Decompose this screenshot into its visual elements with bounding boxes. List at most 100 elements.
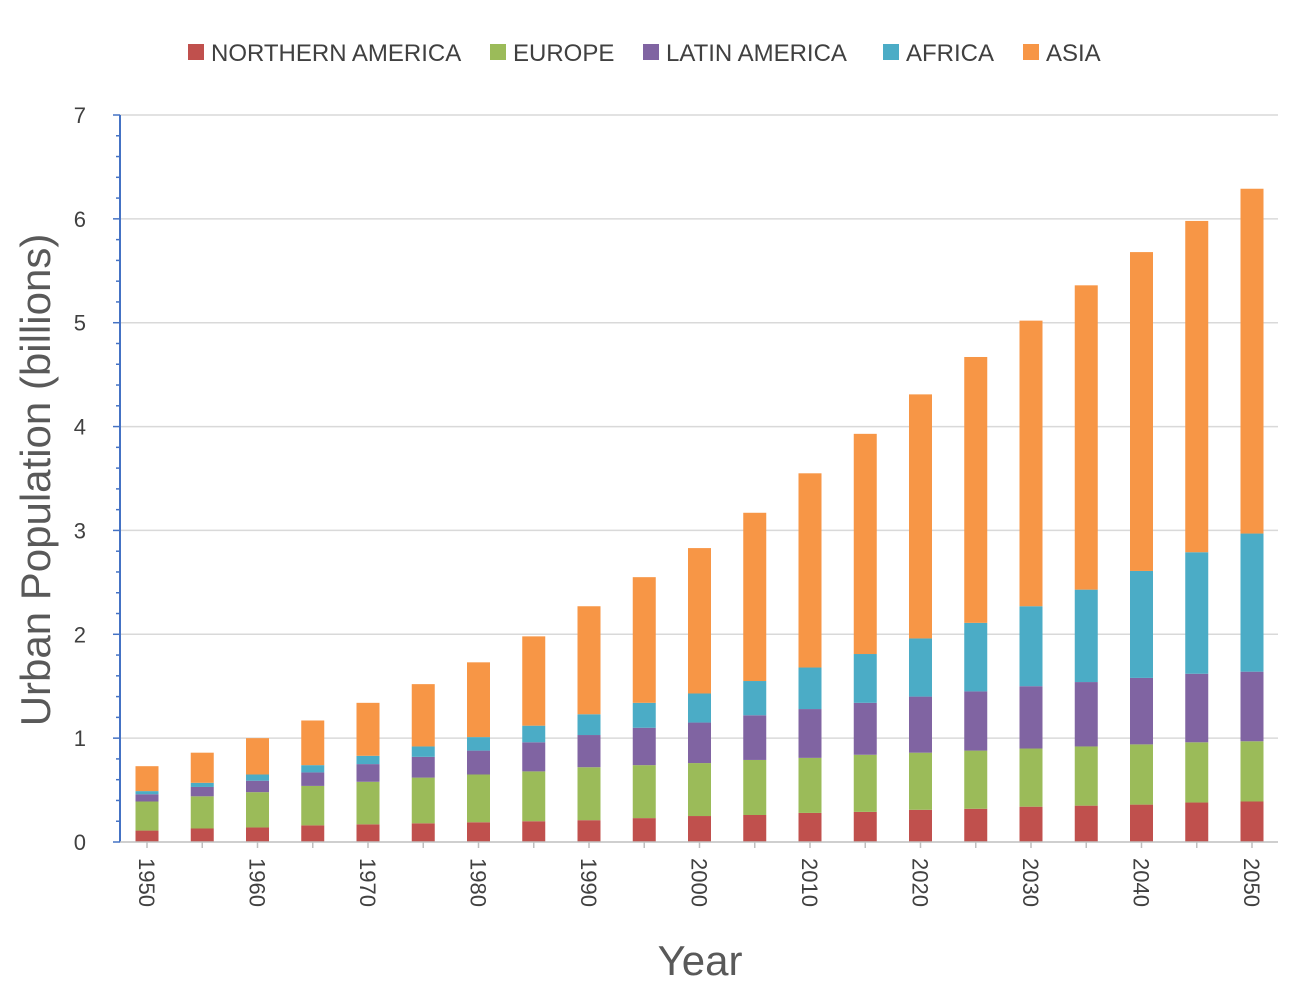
bar-stack-2050 bbox=[1240, 188, 1264, 842]
bar-northern-america-1975 bbox=[411, 823, 435, 842]
bar-europe-1955 bbox=[190, 796, 214, 829]
bar-stack-1980 bbox=[467, 662, 490, 842]
bar-africa-2020 bbox=[909, 638, 932, 697]
bar-latin-america-2020 bbox=[909, 696, 932, 753]
bar-latin-america-2030 bbox=[1019, 686, 1043, 749]
legend-label: NORTHERN AMERICA bbox=[211, 40, 461, 67]
bar-stack-1990 bbox=[577, 606, 601, 842]
bar-northern-america-1960 bbox=[246, 827, 269, 842]
bar-northern-america-1985 bbox=[522, 821, 546, 842]
bar-northern-america-1990 bbox=[577, 820, 601, 842]
bar-europe-1965 bbox=[301, 785, 325, 826]
bar-europe-2025 bbox=[964, 750, 988, 809]
bar-europe-2030 bbox=[1019, 748, 1043, 807]
x-axis-title: Year bbox=[658, 937, 743, 984]
bar-stack-1975 bbox=[411, 684, 435, 842]
bar-stack-1955 bbox=[190, 752, 214, 842]
bar-northern-america-2000 bbox=[688, 816, 711, 842]
bar-asia-1985 bbox=[522, 636, 546, 726]
bar-asia-2005 bbox=[743, 512, 767, 682]
bar-latin-america-2045 bbox=[1185, 673, 1209, 743]
bar-stack-1950 bbox=[135, 766, 159, 842]
bar-northern-america-2030 bbox=[1019, 806, 1043, 842]
bar-asia-1995 bbox=[632, 577, 656, 703]
bar-northern-america-2010 bbox=[798, 812, 822, 842]
bar-africa-2000 bbox=[688, 693, 711, 723]
y-tick-label: 0 bbox=[74, 830, 86, 855]
bar-stack-2025 bbox=[964, 356, 988, 842]
bar-latin-america-1970 bbox=[356, 764, 380, 782]
legend-item-latin-america: LATIN AMERICA bbox=[643, 40, 847, 67]
bar-asia-2040 bbox=[1130, 252, 1153, 571]
bar-latin-america-1985 bbox=[522, 742, 546, 772]
legend-label: EUROPE bbox=[513, 40, 614, 67]
bar-asia-2000 bbox=[688, 548, 711, 694]
x-tick-label: 2050 bbox=[1239, 858, 1264, 907]
bar-latin-america-1975 bbox=[411, 756, 435, 778]
bar-latin-america-1960 bbox=[246, 780, 269, 793]
bar-africa-1985 bbox=[522, 725, 546, 743]
bar-asia-2035 bbox=[1074, 285, 1098, 590]
bar-latin-america-1955 bbox=[190, 786, 214, 797]
x-tick-label: 1950 bbox=[134, 858, 159, 907]
bar-europe-1980 bbox=[467, 774, 490, 823]
bar-europe-2010 bbox=[798, 757, 822, 813]
x-tick-label: 1960 bbox=[245, 858, 270, 907]
legend-swatch bbox=[188, 44, 204, 60]
bar-europe-2045 bbox=[1185, 742, 1209, 803]
y-tick-label: 1 bbox=[74, 726, 86, 751]
bar-asia-1980 bbox=[467, 662, 490, 738]
bar-asia-2030 bbox=[1019, 320, 1043, 607]
x-tick-label: 2000 bbox=[687, 858, 712, 907]
bar-asia-1960 bbox=[246, 738, 269, 775]
bar-asia-2015 bbox=[853, 433, 877, 655]
bar-latin-america-1965 bbox=[301, 772, 325, 786]
bar-latin-america-2040 bbox=[1130, 677, 1153, 745]
bar-africa-1950 bbox=[135, 791, 159, 795]
bar-northern-america-1995 bbox=[632, 818, 656, 842]
legend-item-asia: ASIA bbox=[1023, 40, 1101, 67]
bars bbox=[135, 188, 1264, 842]
bar-northern-america-2040 bbox=[1130, 804, 1153, 842]
y-tick-label: 7 bbox=[74, 103, 86, 128]
bar-stack-2020 bbox=[909, 394, 932, 842]
x-tick-label: 1980 bbox=[466, 858, 491, 907]
legend-label: LATIN AMERICA bbox=[666, 40, 847, 67]
bar-latin-america-1950 bbox=[135, 794, 159, 802]
bar-europe-1995 bbox=[632, 765, 656, 819]
bar-africa-2040 bbox=[1130, 570, 1153, 678]
bar-europe-1985 bbox=[522, 771, 546, 822]
legend-swatch bbox=[643, 44, 659, 60]
bar-stack-1960 bbox=[246, 738, 269, 842]
x-tick-label: 2010 bbox=[797, 858, 822, 907]
bar-latin-america-1995 bbox=[632, 727, 656, 766]
bar-europe-2020 bbox=[909, 752, 932, 810]
y-tick-label: 4 bbox=[74, 415, 86, 440]
bar-asia-2020 bbox=[909, 394, 932, 639]
bar-europe-2015 bbox=[853, 754, 877, 812]
y-tick-label: 5 bbox=[74, 311, 86, 336]
gridlines bbox=[120, 114, 1278, 739]
x-tick-label: 1990 bbox=[576, 858, 601, 907]
bar-northern-america-1955 bbox=[190, 828, 214, 842]
bar-asia-2045 bbox=[1185, 220, 1209, 553]
legend-swatch bbox=[883, 44, 899, 60]
bar-africa-1960 bbox=[246, 774, 269, 781]
bar-africa-1990 bbox=[577, 714, 601, 736]
bar-stack-2005 bbox=[743, 512, 767, 842]
bar-africa-2030 bbox=[1019, 606, 1043, 687]
bar-northern-america-1980 bbox=[467, 822, 490, 842]
bar-africa-2010 bbox=[798, 667, 822, 710]
bar-northern-america-2035 bbox=[1074, 805, 1098, 842]
bar-northern-america-2045 bbox=[1185, 802, 1209, 842]
bar-africa-1975 bbox=[411, 746, 435, 757]
bar-stack-2015 bbox=[853, 433, 877, 842]
bar-northern-america-2050 bbox=[1240, 801, 1264, 842]
legend-swatch bbox=[490, 44, 506, 60]
bar-stack-2045 bbox=[1185, 220, 1209, 842]
bar-latin-america-1990 bbox=[577, 735, 601, 768]
legend-item-europe: EUROPE bbox=[490, 40, 614, 67]
bar-europe-2040 bbox=[1130, 744, 1153, 805]
bar-europe-1960 bbox=[246, 792, 269, 828]
